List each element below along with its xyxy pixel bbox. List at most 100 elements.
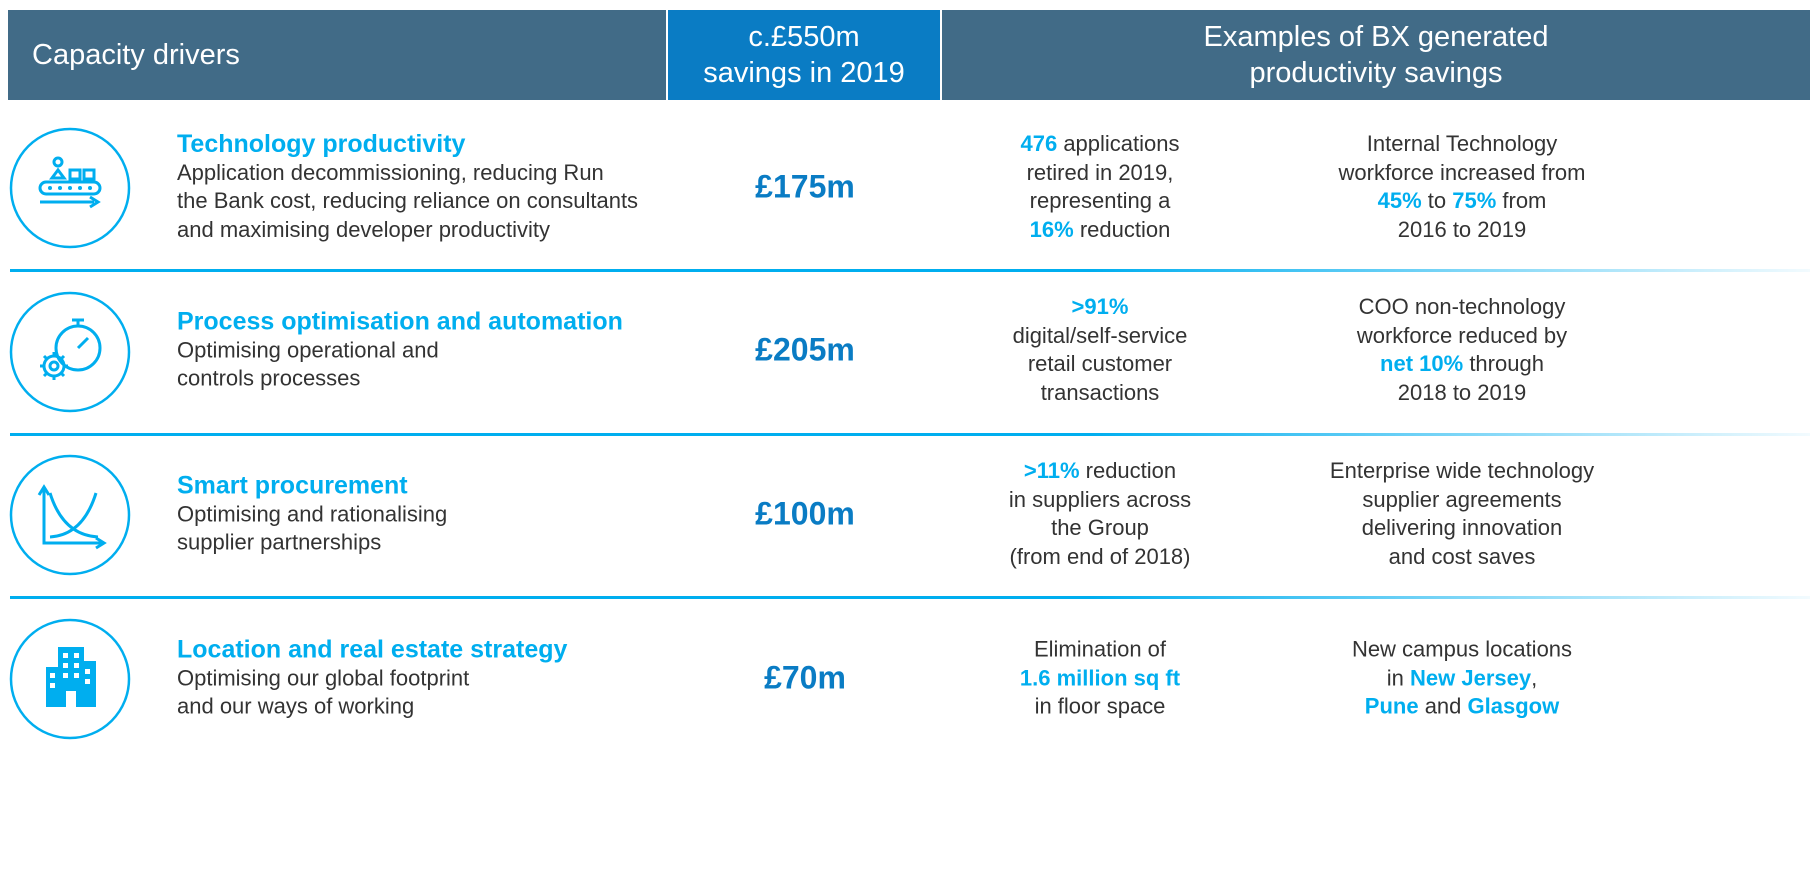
example-text: >91% [1071, 294, 1129, 319]
example-text: reduction [1079, 458, 1177, 483]
driver-title: Technology productivity [177, 130, 466, 158]
example-text: through [1463, 351, 1544, 376]
example-text: 476 [1020, 131, 1058, 156]
example-text: to [1421, 188, 1453, 213]
example-text: New campus locations [1351, 636, 1573, 662]
driver-description: and maximising developer productivity [177, 216, 550, 242]
example-line: retired in 2019, [920, 159, 1280, 188]
driver-description: controls processes [177, 365, 361, 391]
example-text: reduction [1073, 216, 1171, 242]
example-line: Pune and Glasgow [1282, 692, 1642, 721]
header-text: Capacity drivers [32, 39, 240, 71]
driver-title: Process optimisation and automation [177, 307, 623, 336]
header-savings: c.£550m savings in 2019 [668, 10, 940, 100]
saving-amount: £205m [755, 331, 855, 368]
example-text: transactions [1040, 379, 1160, 405]
header-examples: Examples of BX generated productivity sav… [942, 10, 1810, 100]
example-text: 45% [1377, 188, 1422, 213]
example-line: (from end of 2018) [920, 543, 1280, 572]
example-text: delivering innovation [1361, 515, 1563, 540]
example: 476 applications retired in 2019, represen… [920, 130, 1280, 244]
example-line: net 10% through [1282, 350, 1642, 379]
example-text: in floor space [1034, 693, 1166, 719]
driver-description: and our ways of working [177, 693, 415, 719]
example-line: 1.6 million sq ft [920, 664, 1280, 693]
example-line: >91% [920, 293, 1280, 322]
example-text: and cost saves [1388, 543, 1536, 569]
example-line: 45% to 75% from [1282, 187, 1642, 216]
header-drivers: Capacity drivers [8, 10, 666, 100]
example-text: New Jersey [1410, 664, 1532, 690]
example-text: workforce reduced by [1356, 322, 1568, 348]
driver-title: Smart procurement [177, 471, 408, 500]
example-text: in suppliers across [1008, 486, 1192, 512]
example: Enterprise wide technology supplier agree… [1282, 457, 1642, 571]
header-line: productivity savings [1249, 57, 1503, 89]
example-line: digital/self-service [920, 322, 1280, 351]
example-line: Elimination of [920, 635, 1280, 664]
example-line: representing a [920, 187, 1280, 216]
example: >91% digital/self-service retail customer t… [920, 293, 1280, 407]
driver-description: Optimising operational and [177, 336, 439, 362]
example-line: 2016 to 2019 [1282, 216, 1642, 245]
example: New campus locations in New Jersey, Pune a… [1282, 635, 1642, 721]
row-separator [10, 269, 1810, 272]
example-line: workforce reduced by [1282, 322, 1642, 351]
example-text: (from end of 2018) [1009, 543, 1191, 569]
driver-title: Location and real estate strategy [177, 635, 568, 664]
icon-process [9, 291, 131, 413]
example-text: >11% [1023, 458, 1080, 483]
example-text: retail customer [1027, 351, 1173, 376]
header-line: c.£550m [748, 21, 860, 53]
example-text: Internal Technology [1366, 131, 1558, 156]
driver-description: Optimising our global footprint [177, 664, 470, 690]
example-text: supplier agreements [1362, 486, 1562, 512]
example-line: and cost saves [1282, 543, 1642, 572]
example-text: retired in 2019, [1026, 159, 1174, 185]
example-line: Enterprise wide technology [1282, 457, 1642, 486]
example-text: from [1496, 188, 1547, 213]
example: Internal Technology workforce increased f… [1282, 130, 1642, 244]
saving-amount: £70m [764, 659, 846, 696]
example-line: retail customer [920, 350, 1280, 379]
driver-description: Optimising and rationalising [177, 500, 448, 526]
example-line: the Group [920, 514, 1280, 543]
example-line: 16% reduction [920, 216, 1280, 245]
header-line: Examples of BX generated [1203, 21, 1549, 53]
example: >11% reduction in suppliers across the Gro… [920, 457, 1280, 571]
row-separator [10, 596, 1810, 599]
example-line: supplier agreements [1282, 486, 1642, 515]
driver-description: Application decommissioning, reducing Ru… [177, 159, 604, 185]
example-text: net 10% [1380, 351, 1464, 376]
example-text: applications [1057, 131, 1180, 156]
icon-procurement [9, 454, 131, 576]
icon-technology [9, 127, 131, 249]
example-line: in floor space [920, 692, 1280, 721]
example-text: Enterprise wide technology [1329, 458, 1595, 483]
driver: Technology productivity Application decom… [177, 130, 638, 244]
example-line: transactions [920, 379, 1280, 408]
driver: Location and real estate strategy Optimis… [177, 635, 567, 721]
saving-amount: £175m [755, 168, 855, 205]
example-line: workforce increased from [1282, 159, 1642, 188]
example-text: and [1418, 693, 1468, 719]
saving-amount: £100m [755, 495, 855, 532]
example-text: COO non-technology [1358, 294, 1566, 319]
example-text: , [1531, 664, 1538, 690]
example-line: COO non-technology [1282, 293, 1642, 322]
example: COO non-technology workforce reduced by ne… [1282, 293, 1642, 407]
driver: Process optimisation and automation Optim… [177, 307, 623, 393]
driver: Smart procurement Optimising and rational… [177, 471, 447, 557]
example-line: in New Jersey, [1282, 664, 1642, 693]
example-line: 2018 to 2019 [1282, 379, 1642, 408]
example-line: delivering innovation [1282, 514, 1642, 543]
example-text: digital/self-service [1012, 322, 1188, 348]
example-text: 2018 to 2019 [1397, 379, 1527, 405]
example-line: in suppliers across [920, 486, 1280, 515]
row-separator [10, 433, 1810, 436]
example-text: Elimination of [1033, 636, 1167, 662]
example-text: 75% [1452, 188, 1497, 213]
example-text: in [1386, 664, 1411, 690]
example-text: Pune [1364, 693, 1419, 719]
